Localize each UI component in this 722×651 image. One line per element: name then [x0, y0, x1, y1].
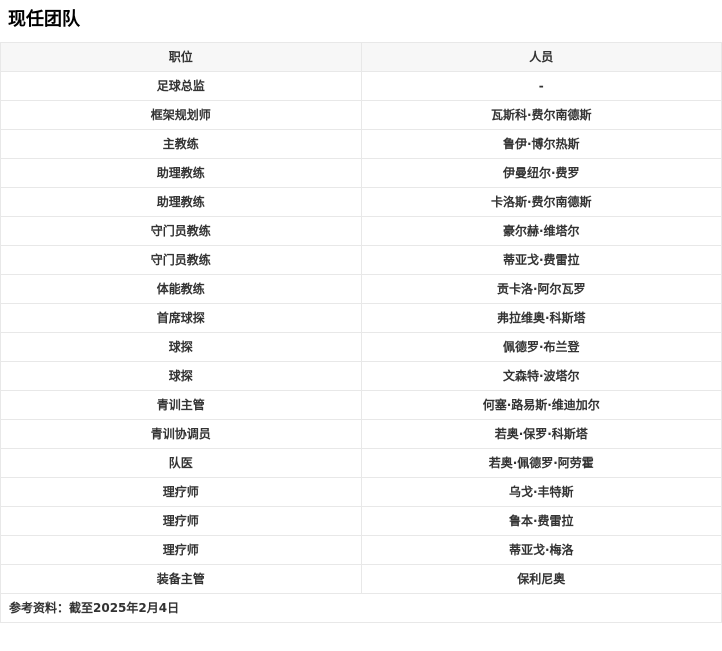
table-row: 青训协调员 若奥·保罗·科斯塔 — [0, 419, 722, 449]
table-row: 队医 若奥·佩德罗·阿劳霍 — [0, 448, 722, 478]
person-cell: 若奥·佩德罗·阿劳霍 — [360, 448, 722, 478]
footer-row: 参考资料：截至2025年2月4日 — [0, 593, 722, 623]
table-row: 理疗师 蒂亚戈·梅洛 — [0, 535, 722, 565]
position-cell: 体能教练 — [0, 274, 362, 304]
table-row: 守门员教练 豪尔赫·维塔尔 — [0, 216, 722, 246]
person-cell: 弗拉维奥·科斯塔 — [360, 303, 722, 333]
table-header: 职位 人员 — [0, 42, 722, 72]
position-cell: 青训协调员 — [0, 419, 362, 449]
position-cell: 首席球探 — [0, 303, 362, 333]
person-cell: 蒂亚戈·梅洛 — [360, 535, 722, 565]
person-cell: 伊曼纽尔·费罗 — [360, 158, 722, 188]
page-title: 现任团队 — [8, 9, 80, 30]
table-row: 足球总监 - — [0, 71, 722, 101]
person-cell: 佩德罗·布兰登 — [360, 332, 722, 362]
table-row: 助理教练 伊曼纽尔·费罗 — [0, 158, 722, 188]
person-cell: 蒂亚戈·费雷拉 — [360, 245, 722, 275]
table-row: 守门员教练 蒂亚戈·费雷拉 — [0, 245, 722, 275]
person-cell: 文森特·波塔尔 — [360, 361, 722, 391]
position-cell: 球探 — [0, 361, 362, 391]
person-cell: 乌戈·丰特斯 — [360, 477, 722, 507]
table-row: 理疗师 乌戈·丰特斯 — [0, 477, 722, 507]
position-cell: 理疗师 — [0, 477, 362, 507]
position-cell: 球探 — [0, 332, 362, 362]
table-row: 球探 文森特·波塔尔 — [0, 361, 722, 391]
person-cell: 豪尔赫·维塔尔 — [360, 216, 722, 246]
reference-note: 参考资料：截至2025年2月4日 — [0, 593, 722, 623]
position-cell: 理疗师 — [0, 535, 362, 565]
position-cell: 青训主管 — [0, 390, 362, 420]
column-header-person: 人员 — [360, 42, 722, 72]
table-row: 框架规划师 瓦斯科·费尔南德斯 — [0, 100, 722, 130]
position-cell: 助理教练 — [0, 187, 362, 217]
table-footer: 参考资料：截至2025年2月4日 — [0, 593, 722, 623]
person-cell: 鲁伊·博尔热斯 — [360, 129, 722, 159]
table-row: 装备主管 保利尼奥 — [0, 564, 722, 594]
position-cell: 主教练 — [0, 129, 362, 159]
table-row: 青训主管 何塞·路易斯·维迪加尔 — [0, 390, 722, 420]
position-cell: 理疗师 — [0, 506, 362, 536]
position-cell: 守门员教练 — [0, 216, 362, 246]
table-row: 体能教练 贡卡洛·阿尔瓦罗 — [0, 274, 722, 304]
table-row: 主教练 鲁伊·博尔热斯 — [0, 129, 722, 159]
team-table-body: 足球总监 - 框架规划师 瓦斯科·费尔南德斯 主教练 鲁伊·博尔热斯 助理教练 伊曼纽尔·费罗… — [0, 71, 722, 594]
person-cell: 瓦斯科·费尔南德斯 — [360, 100, 722, 130]
person-cell: 何塞·路易斯·维迪加尔 — [360, 390, 722, 420]
person-cell: 鲁本·费雷拉 — [360, 506, 722, 536]
person-cell: 贡卡洛·阿尔瓦罗 — [360, 274, 722, 304]
person-cell: 若奥·保罗·科斯塔 — [360, 419, 722, 449]
person-cell: 卡洛斯·费尔南德斯 — [360, 187, 722, 217]
current-team-table: 职位 人员 足球总监 - 框架规划师 瓦斯科·费尔南德斯 主教练 鲁伊·博尔热斯 助理教练伊… — [0, 42, 722, 623]
person-cell: 保利尼奥 — [360, 564, 722, 594]
column-header-position: 职位 — [0, 42, 362, 72]
position-cell: 框架规划师 — [0, 100, 362, 130]
header-row: 职位 人员 — [0, 42, 722, 72]
position-cell: 守门员教练 — [0, 245, 362, 275]
table-row: 球探 佩德罗·布兰登 — [0, 332, 722, 362]
position-cell: 队医 — [0, 448, 362, 478]
person-cell: - — [360, 71, 722, 101]
position-cell: 助理教练 — [0, 158, 362, 188]
position-cell: 装备主管 — [0, 564, 362, 594]
table-row: 理疗师 鲁本·费雷拉 — [0, 506, 722, 536]
position-cell: 足球总监 — [0, 71, 362, 101]
table-row: 首席球探 弗拉维奥·科斯塔 — [0, 303, 722, 333]
table-row: 助理教练 卡洛斯·费尔南德斯 — [0, 187, 722, 217]
